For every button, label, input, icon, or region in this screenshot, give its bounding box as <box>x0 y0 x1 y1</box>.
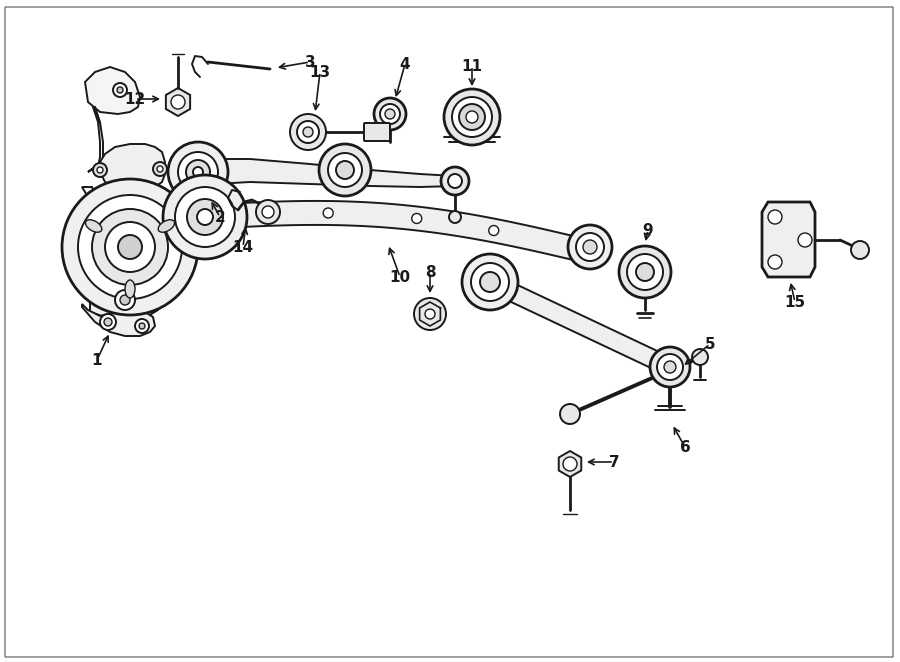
Circle shape <box>186 160 210 184</box>
Circle shape <box>303 127 313 137</box>
Text: 15: 15 <box>785 295 806 310</box>
Text: 7: 7 <box>608 455 619 469</box>
Text: 2: 2 <box>214 209 225 224</box>
Circle shape <box>100 314 116 330</box>
Circle shape <box>412 213 422 224</box>
Circle shape <box>178 152 218 192</box>
Circle shape <box>117 87 123 93</box>
Text: 4: 4 <box>400 56 410 71</box>
Text: 11: 11 <box>462 58 482 73</box>
Circle shape <box>448 174 462 188</box>
Circle shape <box>380 104 400 124</box>
Circle shape <box>157 166 163 172</box>
Circle shape <box>163 175 247 259</box>
Circle shape <box>459 104 485 130</box>
Circle shape <box>262 206 274 218</box>
Circle shape <box>385 109 395 119</box>
Ellipse shape <box>158 220 175 232</box>
Circle shape <box>120 295 130 305</box>
Polygon shape <box>559 451 581 477</box>
Circle shape <box>297 121 319 143</box>
Polygon shape <box>88 144 165 190</box>
Circle shape <box>851 241 869 259</box>
Circle shape <box>139 323 145 329</box>
Circle shape <box>452 97 492 137</box>
Circle shape <box>627 254 663 290</box>
Circle shape <box>650 347 690 387</box>
Text: 6: 6 <box>680 440 690 455</box>
Polygon shape <box>90 282 162 319</box>
Polygon shape <box>82 187 103 297</box>
Text: 13: 13 <box>310 64 330 79</box>
Circle shape <box>462 254 518 310</box>
Circle shape <box>171 95 185 109</box>
Circle shape <box>768 255 782 269</box>
Circle shape <box>568 225 612 269</box>
Circle shape <box>489 226 499 236</box>
Circle shape <box>62 179 198 315</box>
Text: 12: 12 <box>124 91 146 107</box>
Circle shape <box>480 272 500 292</box>
Circle shape <box>583 240 597 254</box>
Circle shape <box>118 235 142 259</box>
Circle shape <box>414 298 446 330</box>
Circle shape <box>657 354 683 380</box>
Circle shape <box>560 404 580 424</box>
Circle shape <box>563 457 577 471</box>
Circle shape <box>104 318 112 326</box>
Circle shape <box>336 161 354 179</box>
Circle shape <box>319 144 371 196</box>
Circle shape <box>328 153 362 187</box>
FancyBboxPatch shape <box>364 123 390 141</box>
Circle shape <box>466 111 478 123</box>
Circle shape <box>97 167 103 173</box>
Circle shape <box>664 361 676 373</box>
Polygon shape <box>205 201 590 264</box>
Circle shape <box>168 142 228 202</box>
Text: 3: 3 <box>305 54 315 70</box>
Polygon shape <box>93 107 103 172</box>
Text: 14: 14 <box>232 240 254 254</box>
Circle shape <box>187 199 223 235</box>
Text: 10: 10 <box>390 269 410 285</box>
Text: 1: 1 <box>92 352 103 367</box>
Circle shape <box>425 309 435 319</box>
Circle shape <box>444 89 500 145</box>
Polygon shape <box>85 67 140 114</box>
Text: 8: 8 <box>425 265 436 279</box>
Circle shape <box>175 187 235 247</box>
Ellipse shape <box>125 280 135 298</box>
Circle shape <box>471 263 509 301</box>
Circle shape <box>135 319 149 333</box>
Circle shape <box>798 233 812 247</box>
Circle shape <box>636 263 654 281</box>
Polygon shape <box>198 159 455 187</box>
Circle shape <box>92 209 168 285</box>
Circle shape <box>115 290 135 310</box>
Circle shape <box>113 83 127 97</box>
Circle shape <box>374 98 406 130</box>
Circle shape <box>93 163 107 177</box>
Circle shape <box>193 167 203 177</box>
Text: 5: 5 <box>705 336 716 352</box>
Circle shape <box>153 162 167 176</box>
Circle shape <box>692 349 708 365</box>
Ellipse shape <box>86 220 102 232</box>
Polygon shape <box>166 88 190 116</box>
Text: 9: 9 <box>643 222 653 238</box>
Circle shape <box>619 246 671 298</box>
Polygon shape <box>82 304 155 336</box>
Circle shape <box>576 233 604 261</box>
Circle shape <box>768 210 782 224</box>
Circle shape <box>449 211 461 223</box>
Circle shape <box>441 167 469 195</box>
Circle shape <box>323 208 333 218</box>
Circle shape <box>197 209 213 225</box>
Circle shape <box>105 222 155 272</box>
Circle shape <box>256 200 280 224</box>
Circle shape <box>290 114 326 150</box>
Circle shape <box>78 195 182 299</box>
Polygon shape <box>762 202 815 277</box>
